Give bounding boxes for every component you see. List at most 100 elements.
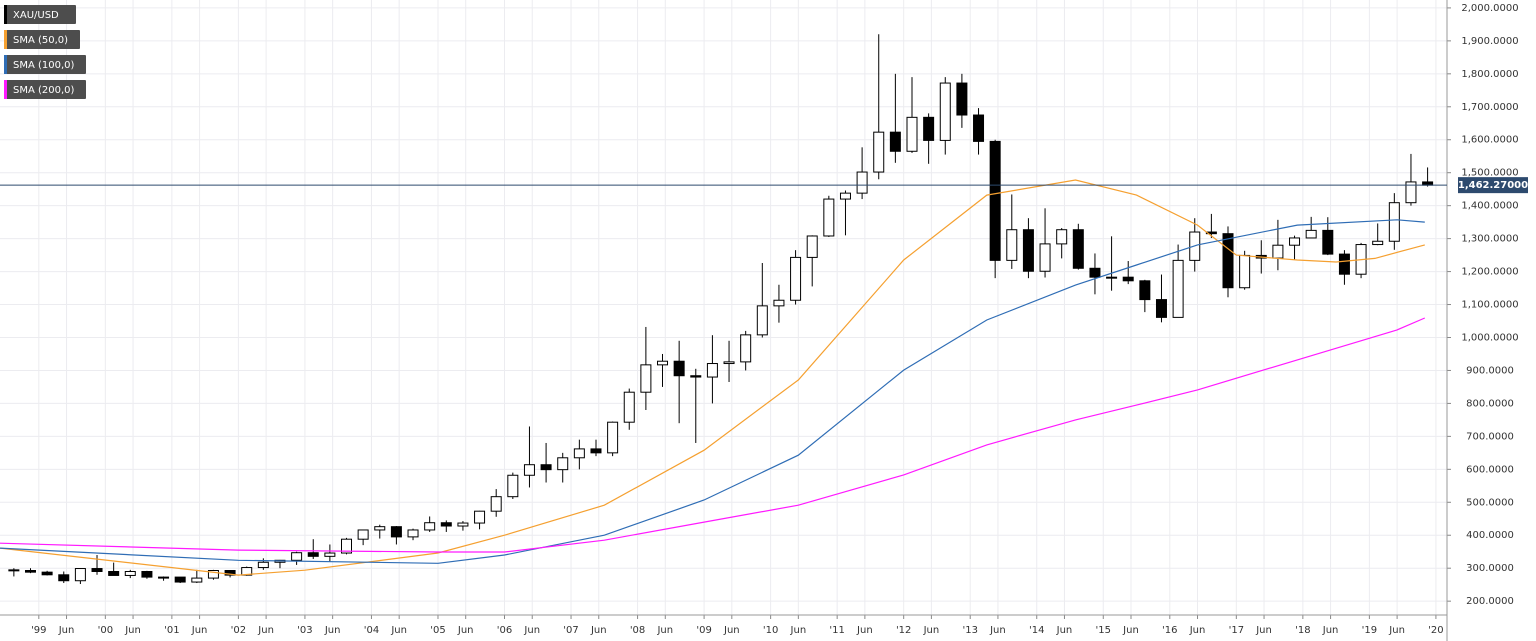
candle-body xyxy=(590,448,602,454)
legend-swatch xyxy=(4,80,7,99)
candle-body xyxy=(507,474,519,498)
candle-body xyxy=(906,116,918,152)
legend-label: SMA (100,0) xyxy=(13,60,75,71)
candle-body xyxy=(207,570,219,579)
candle-body xyxy=(690,375,702,378)
candle-body xyxy=(973,114,985,142)
candle-body xyxy=(1239,254,1251,289)
x-tick-label: '00 xyxy=(98,625,113,636)
candle-body xyxy=(923,116,935,141)
candle-body xyxy=(823,198,835,237)
candle-body xyxy=(158,576,170,579)
candle-body xyxy=(740,334,752,363)
candle-body xyxy=(24,570,36,573)
legend-item[interactable]: SMA (50,0) xyxy=(4,30,80,49)
x-tick-label: Jun xyxy=(124,625,141,636)
candle-body xyxy=(839,192,851,200)
candle-body xyxy=(41,571,53,576)
candle-body xyxy=(657,360,669,366)
candle-body xyxy=(324,552,336,557)
candle-body xyxy=(341,538,353,554)
candle-body xyxy=(1272,244,1284,259)
candle-body xyxy=(224,570,236,576)
x-tick-label: '05 xyxy=(430,625,445,636)
x-tick-label: '06 xyxy=(497,625,512,636)
x-tick-label: Jun xyxy=(1056,625,1073,636)
x-tick-label: '13 xyxy=(962,625,977,636)
x-tick-label: Jun xyxy=(390,625,407,636)
candle-body xyxy=(474,510,486,524)
x-tick-label: Jun xyxy=(324,625,341,636)
y-tick-label: 1,500.0000 xyxy=(1461,168,1518,179)
x-tick-label: Jun xyxy=(1322,625,1339,636)
legend-item[interactable]: SMA (200,0) xyxy=(4,80,86,99)
candle-body xyxy=(440,522,452,527)
candle-body xyxy=(257,561,269,569)
x-tick-label: '04 xyxy=(364,625,379,636)
legend-button[interactable] xyxy=(4,5,76,24)
candle-body xyxy=(939,82,951,141)
candle-body xyxy=(191,577,203,583)
legend-button[interactable] xyxy=(4,80,86,99)
candle-body xyxy=(108,570,120,576)
x-tick-label: Jun xyxy=(1388,625,1405,636)
y-tick-label: 1,800.0000 xyxy=(1461,69,1518,80)
x-tick-label: '01 xyxy=(164,625,179,636)
x-tick-label: '09 xyxy=(696,625,711,636)
candle-body xyxy=(607,421,619,454)
legend-label: XAU/USD xyxy=(13,10,59,21)
candle-body xyxy=(1388,202,1400,242)
x-tick-label: Jun xyxy=(1255,625,1272,636)
candle-body xyxy=(357,529,369,540)
candle-body xyxy=(1089,267,1101,278)
candle-body xyxy=(1039,243,1051,272)
y-tick-label: 1,000.0000 xyxy=(1461,332,1518,343)
x-tick-label: '18 xyxy=(1295,625,1310,636)
candle-body xyxy=(773,299,785,307)
y-tick-label: 1,300.0000 xyxy=(1461,234,1518,245)
y-tick-label: 300.0000 xyxy=(1466,563,1514,574)
x-tick-label: '12 xyxy=(896,625,911,636)
x-tick-label: '17 xyxy=(1229,625,1244,636)
candle-body xyxy=(673,360,685,377)
x-tick-label: Jun xyxy=(790,625,807,636)
candle-body xyxy=(790,256,802,301)
last-price-box xyxy=(1458,177,1528,194)
candle-body xyxy=(873,131,885,173)
y-tick-label: 700.0000 xyxy=(1466,431,1514,442)
y-tick-label: 1,200.0000 xyxy=(1461,267,1518,278)
legend-swatch xyxy=(4,55,7,74)
candle-body xyxy=(407,529,419,538)
x-tick-label: Jun xyxy=(989,625,1006,636)
x-tick-label: '14 xyxy=(1029,625,1044,636)
candle-body xyxy=(540,464,552,471)
legend-button[interactable] xyxy=(4,30,80,49)
x-tick-label: Jun xyxy=(58,625,75,636)
x-tick-label: Jun xyxy=(1122,625,1139,636)
legend-item[interactable]: XAU/USD xyxy=(4,5,76,24)
y-tick-label: 1,600.0000 xyxy=(1461,135,1518,146)
candle-body xyxy=(1405,181,1417,204)
candle-body xyxy=(1122,276,1134,282)
candle-body xyxy=(490,496,502,512)
legend-button[interactable] xyxy=(4,55,86,74)
candle-body xyxy=(374,526,386,531)
candle-body xyxy=(291,552,303,561)
candle-body xyxy=(640,364,652,393)
x-tick-label: Jun xyxy=(923,625,940,636)
candle-body xyxy=(956,82,968,116)
candle-body xyxy=(390,526,402,538)
y-tick-label: 500.0000 xyxy=(1466,497,1514,508)
candle-body xyxy=(8,569,20,572)
x-tick-label: '19 xyxy=(1362,625,1377,636)
candle-body xyxy=(1205,231,1217,235)
y-tick-label: 400.0000 xyxy=(1466,530,1514,541)
y-tick-label: 900.0000 xyxy=(1466,365,1514,376)
candle-body xyxy=(723,361,735,365)
candle-body xyxy=(174,576,186,583)
y-tick-label: 1,100.0000 xyxy=(1461,300,1518,311)
x-tick-label: Jun xyxy=(523,625,540,636)
x-tick-label: Jun xyxy=(856,625,873,636)
legend-item[interactable]: SMA (100,0) xyxy=(4,55,86,74)
x-tick-label: '99 xyxy=(31,625,46,636)
